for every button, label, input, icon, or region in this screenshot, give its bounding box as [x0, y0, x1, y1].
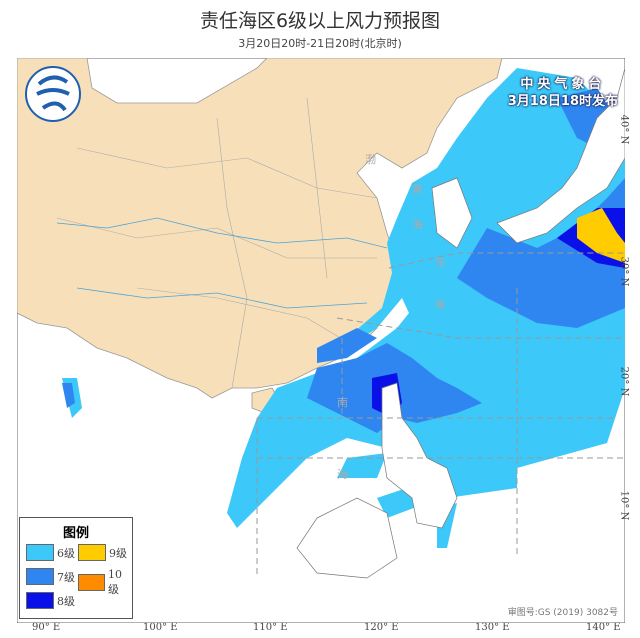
swatch [26, 544, 54, 561]
legend-item-6: 6级 [26, 544, 75, 561]
legend-label: 9级 [109, 546, 127, 560]
approval-number: 审图号:GS (2019) 3082号 [507, 608, 618, 618]
legend-label: 7级 [57, 570, 75, 584]
issuer-name: 中央气象台 [520, 77, 606, 92]
legend-item-9: 9级 [78, 544, 127, 561]
borneo-land [296, 497, 398, 579]
sea-label-huang: 黄 [412, 182, 423, 196]
legend-label: 6级 [57, 546, 75, 560]
lon-label: 100° E [143, 622, 178, 633]
legend-item-7: 7级 [26, 568, 75, 585]
wind-forecast-map: 渤 黄 海 东 海 南 海 [17, 58, 625, 623]
issuer-stamp: 中央气象台 3月18日18时发布 [508, 76, 618, 110]
legend-label: 8级 [57, 594, 75, 608]
lat-label: 10° N [618, 490, 630, 521]
korea-peninsula [431, 177, 473, 249]
swatch [26, 568, 54, 585]
issue-time: 3月18日18时发布 [507, 94, 618, 109]
lat-label: 30° N [618, 256, 630, 287]
swatch [78, 574, 105, 591]
wind-level-9-area [577, 208, 625, 263]
map-subtitle: 3月20日20时-21日20时(北京时) [238, 37, 402, 50]
sea-label-dong: 东 [435, 256, 446, 269]
sea-label-nanhai: 海 [337, 467, 348, 481]
legend-label: 10级 [107, 568, 122, 596]
lon-label: 120° E [364, 622, 399, 633]
swatch [78, 544, 106, 561]
legend: 图例 6级 9级 7级 10级 8级 [19, 517, 133, 619]
legend-item-8: 8级 [26, 592, 75, 609]
lat-label: 20° N [618, 366, 630, 397]
sea-label-nan: 南 [337, 396, 348, 409]
cma-logo [25, 66, 81, 122]
japan-land [496, 67, 625, 244]
lon-label: 130° E [475, 622, 510, 633]
lat-label: 40° N [618, 114, 630, 145]
sea-label-bohai: 渤 [365, 153, 376, 166]
sea-label-huanghai: 海 [412, 217, 423, 231]
legend-title: 图例 [62, 526, 89, 541]
sea-label-donghai: 海 [434, 297, 445, 311]
swatch [26, 592, 54, 609]
legend-item-10: 10级 [78, 568, 132, 597]
lon-label: 110° E [253, 622, 288, 633]
lon-label: 140° E [586, 622, 621, 633]
map-title: 责任海区6级以上风力预报图 [199, 10, 441, 32]
lon-label: 90° E [32, 622, 61, 633]
